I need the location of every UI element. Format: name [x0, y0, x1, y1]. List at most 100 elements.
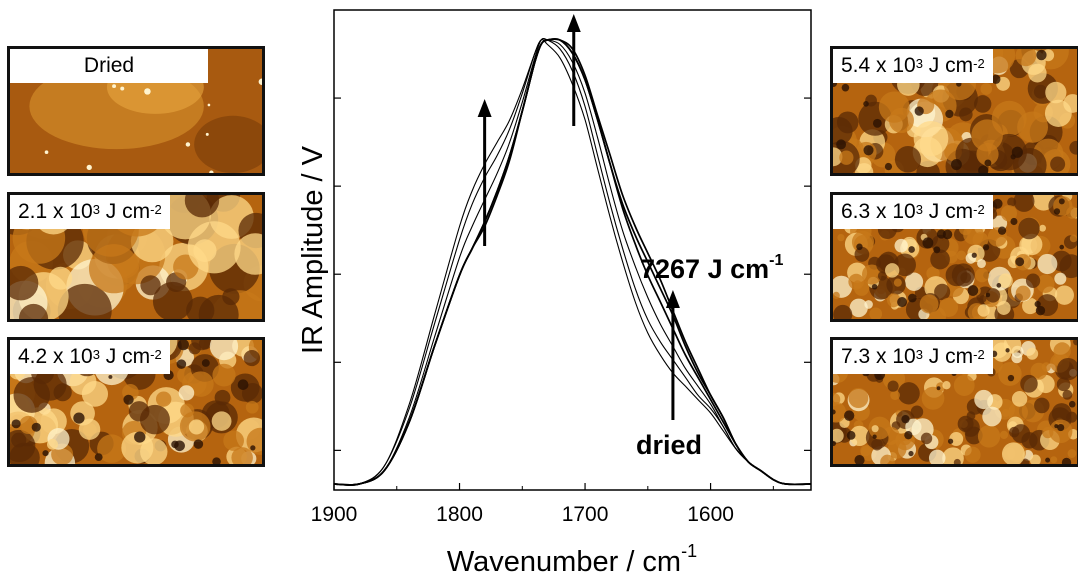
texture-pit: [854, 455, 865, 464]
texture-pit: [94, 453, 103, 462]
texture-grain: [860, 445, 872, 457]
texture-grain: [919, 294, 939, 314]
label-exp: 3: [92, 347, 100, 362]
image-label-4-2e3: 4.2 x 103 J cm-2: [10, 340, 170, 374]
texture-grain: [980, 83, 993, 95]
texture-grain: [833, 401, 847, 423]
texture-grain: [869, 307, 883, 319]
texture-pit: [951, 159, 962, 171]
texture-grain: [1029, 454, 1041, 464]
texture-speck: [120, 86, 125, 91]
texture-blob: [194, 115, 262, 173]
texture-grain: [833, 392, 841, 407]
texture-grain: [222, 288, 240, 306]
texture-grain: [1044, 99, 1072, 127]
texture-grain: [223, 430, 244, 451]
texture-pit: [833, 440, 837, 447]
arrow-head: [665, 290, 680, 308]
image-label-6-3e3: 6.3 x 103 J cm-2: [833, 195, 993, 229]
annotation-7267-exp: -1: [769, 252, 783, 269]
texture-grain: [46, 438, 58, 450]
texture-grain: [1053, 342, 1071, 360]
texture-pit: [250, 445, 256, 451]
texture-grain: [1039, 224, 1046, 232]
texture-grain: [180, 403, 195, 418]
texture-pit: [996, 283, 1002, 288]
texture-grain: [1062, 389, 1073, 400]
texture-grain: [976, 142, 999, 166]
texture-speck: [44, 150, 49, 155]
texture-grain: [1050, 156, 1066, 172]
texture-grain: [854, 246, 870, 262]
texture-grain: [861, 264, 882, 285]
texture-grain: [985, 288, 1001, 303]
label-exp: 3: [92, 202, 100, 217]
texture-grain: [178, 385, 195, 401]
texture-grain: [887, 380, 899, 392]
image-label-2-1e3: 2.1 x 103 J cm-2: [10, 195, 170, 229]
texture-grain: [897, 382, 920, 405]
texture-pit: [967, 285, 979, 296]
texture-grain: [977, 424, 1001, 448]
texture-pit: [1045, 457, 1051, 463]
texture-pit: [1053, 208, 1061, 215]
label-unit: J cm: [922, 345, 974, 368]
texture-grain: [1020, 374, 1038, 393]
texture-pit: [177, 340, 189, 351]
texture-pit: [872, 118, 882, 128]
texture-pit: [897, 296, 908, 308]
image-label-7-3e3: 7.3 x 103 J cm-2: [833, 340, 993, 374]
texture-grain: [839, 150, 854, 165]
texture-grain: [893, 278, 902, 287]
texture-grain: [1045, 81, 1067, 104]
texture-grain: [998, 273, 1013, 289]
texture-grain: [1054, 272, 1067, 285]
texture-grain: [942, 381, 951, 390]
texture-grain: [1054, 285, 1074, 305]
texture-pit: [836, 139, 847, 150]
label-unit-exp: -2: [150, 347, 162, 362]
texture-pit: [73, 412, 85, 424]
texture-grain: [920, 432, 933, 445]
texture-grain: [833, 304, 853, 319]
texture-speck: [258, 78, 262, 85]
annotation-7267: 7267 J cm-1: [640, 252, 783, 284]
label-base: 5.4 x 10: [841, 54, 916, 77]
texture-grain: [57, 283, 112, 319]
texture-grain: [13, 377, 51, 413]
texture-grain: [837, 233, 845, 242]
texture-pit: [983, 244, 990, 251]
texture-pit: [947, 438, 954, 444]
texture-grain: [999, 430, 1009, 440]
texture-grain: [18, 303, 49, 319]
texture-grain: [855, 163, 874, 173]
texture-grain: [191, 340, 212, 351]
texture-pit: [844, 410, 855, 421]
texture-grain: [1026, 347, 1039, 360]
texture-grain: [849, 298, 868, 318]
texture-grain: [1001, 408, 1010, 418]
label-base: 7.3 x 10: [841, 345, 916, 368]
texture-grain: [211, 411, 232, 431]
texture-pit: [871, 283, 878, 290]
label-unit-exp: -2: [973, 202, 985, 217]
texture-grain: [890, 390, 900, 401]
x-tick-label: 1700: [562, 503, 609, 526]
texture-grain: [1013, 195, 1035, 212]
texture-grain: [1051, 403, 1072, 424]
afm-image-dried: Dried: [7, 46, 265, 176]
texture-pit: [884, 162, 893, 171]
texture-grain: [910, 405, 924, 419]
texture-grain: [960, 272, 972, 284]
texture-speck: [144, 88, 151, 95]
texture-pit: [922, 237, 934, 249]
label-base: 6.3 x 10: [841, 200, 916, 223]
texture-grain: [140, 275, 161, 296]
texture-grain: [10, 265, 39, 301]
texture-grain: [212, 363, 236, 387]
texture-pit: [1015, 257, 1025, 267]
texture-grain: [880, 454, 895, 464]
texture-grain: [1028, 63, 1047, 83]
texture-pit: [908, 246, 915, 253]
y-axis-title: IR Amplitude / V: [297, 145, 329, 354]
